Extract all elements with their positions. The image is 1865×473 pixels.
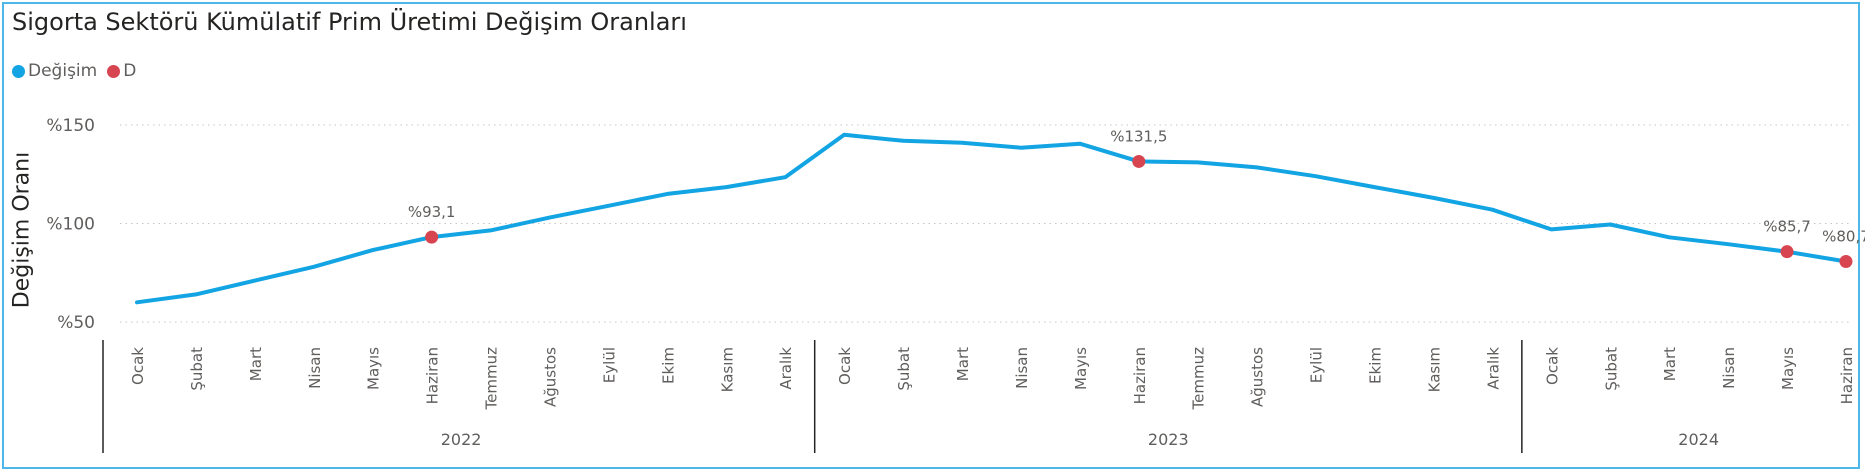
data-label: %80,7 xyxy=(1822,228,1865,246)
legend-dot-degisim xyxy=(12,64,25,78)
legend-label-degisim: Değişim xyxy=(28,61,98,81)
highlight-point[interactable] xyxy=(1839,255,1853,269)
x-tick-label-month: Temmuz xyxy=(483,347,501,411)
chart-title: Sigorta Sektörü Kümülatif Prim Üretimi D… xyxy=(12,8,687,36)
x-tick-label-month: Ocak xyxy=(129,347,147,385)
x-tick-label-month: Kasım xyxy=(1425,347,1443,392)
x-tick-label-month: Mart xyxy=(1661,347,1679,381)
x-tick-label-month: Mart xyxy=(247,347,265,381)
x-tick-label-month: Ocak xyxy=(836,347,854,385)
x-tick-label-month: Ağustos xyxy=(542,347,560,407)
highlight-point[interactable] xyxy=(1780,245,1794,259)
x-tick-label-year: 2022 xyxy=(441,430,482,449)
x-tick-label-month: Ağustos xyxy=(1249,347,1267,407)
x-tick-label-month: Aralık xyxy=(777,347,795,390)
highlight-point[interactable] xyxy=(425,230,439,244)
y-tick-label: %100 xyxy=(46,215,95,235)
x-tick-label-month: Mayıs xyxy=(365,347,383,390)
x-tick-label-month: Ekim xyxy=(1367,347,1385,384)
x-tick-label-month: Temmuz xyxy=(1190,347,1208,411)
y-tick-label: %150 xyxy=(46,116,95,136)
x-tick-label-month: Şubat xyxy=(895,347,913,391)
x-tick-label-year: 2023 xyxy=(1148,430,1189,449)
x-tick-label-month: Nisan xyxy=(306,347,324,389)
x-tick-label-month: Haziran xyxy=(424,347,442,404)
x-tick-label-month: Eylül xyxy=(600,347,618,383)
x-tick-label-month: Aralık xyxy=(1484,347,1502,390)
legend-dot-d xyxy=(107,64,121,78)
legend-label-d: D xyxy=(123,61,137,81)
series-line-degisim xyxy=(135,132,1848,305)
data-label: %131,5 xyxy=(1110,127,1167,145)
x-tick-label-month: Nisan xyxy=(1720,347,1738,389)
x-tick-label-month: Eylül xyxy=(1308,347,1326,383)
x-tick-label-year: 2024 xyxy=(1678,430,1719,449)
x-tick-label-month: Şubat xyxy=(1602,347,1620,391)
x-tick-label-month: Mart xyxy=(954,347,972,381)
x-tick-label-month: Ocak xyxy=(1543,347,1561,385)
legend[interactable]: Değişim D xyxy=(12,61,146,81)
data-label: %85,7 xyxy=(1763,218,1811,236)
x-tick-label-month: Nisan xyxy=(1013,347,1031,389)
x-tick-label-month: Şubat xyxy=(188,347,206,391)
legend-item-d[interactable]: D xyxy=(107,61,136,81)
highlight-point[interactable] xyxy=(1132,154,1146,168)
data-label: %93,1 xyxy=(408,203,456,221)
x-tick-label-month: Haziran xyxy=(1131,347,1149,404)
x-tick-label-month: Ekim xyxy=(659,347,677,384)
x-tick-label-month: Kasım xyxy=(718,347,736,392)
y-tick-label: %50 xyxy=(57,313,95,333)
x-tick-label-month: Haziran xyxy=(1838,347,1856,404)
x-tick-label-month: Mayıs xyxy=(1072,347,1090,390)
legend-item-degisim[interactable]: Değişim xyxy=(12,61,97,81)
x-tick-label-month: Mayıs xyxy=(1779,347,1797,390)
